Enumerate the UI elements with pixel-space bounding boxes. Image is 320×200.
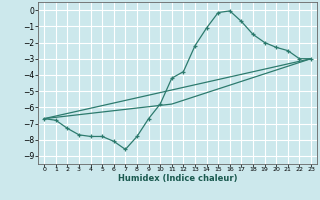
- X-axis label: Humidex (Indice chaleur): Humidex (Indice chaleur): [118, 174, 237, 183]
